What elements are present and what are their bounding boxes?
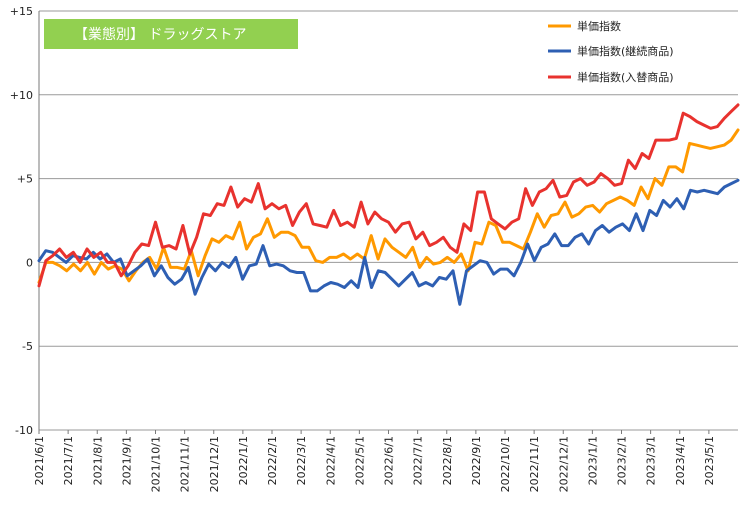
legend-label: 単価指数(継続商品) bbox=[577, 44, 674, 58]
x-tick-label: 2022/5/1 bbox=[353, 436, 366, 485]
title-background bbox=[44, 19, 298, 49]
x-tick-label: 2021/7/1 bbox=[62, 436, 75, 485]
x-tick-label: 2022/6/1 bbox=[383, 436, 396, 485]
legend-label: 単価指数(入替商品) bbox=[577, 70, 674, 84]
y-tick-label: +5 bbox=[17, 173, 33, 186]
series-line-2 bbox=[37, 178, 740, 306]
x-axis-ticks: 2021/6/1 2021/7/1 2021/8/1 2021/9/1 2021/10/… bbox=[33, 430, 716, 492]
series-line-3 bbox=[37, 103, 740, 288]
x-tick-label: 2023/1/1 bbox=[586, 436, 599, 485]
x-tick-label: 2023/2/1 bbox=[616, 436, 629, 485]
series-lines bbox=[37, 103, 740, 306]
legend-label: 単価指数 bbox=[577, 19, 621, 33]
x-tick-label: 2022/4/1 bbox=[324, 436, 337, 485]
y-tick-label: -10 bbox=[15, 424, 33, 437]
chart-title-box: 【業態別】 ドラッグストア bbox=[44, 19, 298, 49]
y-tick-label: +15 bbox=[10, 5, 33, 18]
x-tick-label: 2022/10/1 bbox=[499, 436, 512, 492]
x-tick-label: 2022/7/1 bbox=[412, 436, 425, 485]
x-tick-label: 2021/6/1 bbox=[33, 436, 46, 485]
y-axis-ticks: +15 +10 +5 0 -5 -10 bbox=[10, 5, 33, 437]
x-tick-label: 2021/9/1 bbox=[120, 436, 133, 485]
x-tick-label: 2023/3/1 bbox=[645, 436, 658, 485]
x-tick-label: 2022/9/1 bbox=[470, 436, 483, 485]
x-tick-label: 2021/10/1 bbox=[150, 436, 163, 492]
x-tick-label: 2022/1/1 bbox=[237, 436, 250, 485]
x-tick-label: 2021/12/1 bbox=[208, 436, 221, 492]
x-tick-label: 2023/4/1 bbox=[674, 436, 687, 485]
x-tick-label: 2021/11/1 bbox=[179, 436, 192, 492]
y-tick-label: +10 bbox=[10, 89, 33, 102]
x-tick-label: 2022/11/1 bbox=[528, 436, 541, 492]
x-tick-label: 2022/8/1 bbox=[441, 436, 454, 485]
x-tick-label: 2022/3/1 bbox=[295, 436, 308, 485]
series-line-1 bbox=[37, 128, 740, 284]
chart-title: 【業態別】 ドラッグストア bbox=[74, 27, 246, 43]
y-tick-label: -5 bbox=[22, 340, 33, 353]
x-tick-label: 2022/2/1 bbox=[266, 436, 279, 485]
x-tick-label: 2022/12/1 bbox=[557, 436, 570, 492]
x-tick-label: 2023/5/1 bbox=[703, 436, 716, 485]
y-tick-label: 0 bbox=[26, 256, 33, 269]
x-tick-label: 2021/8/1 bbox=[91, 436, 104, 485]
